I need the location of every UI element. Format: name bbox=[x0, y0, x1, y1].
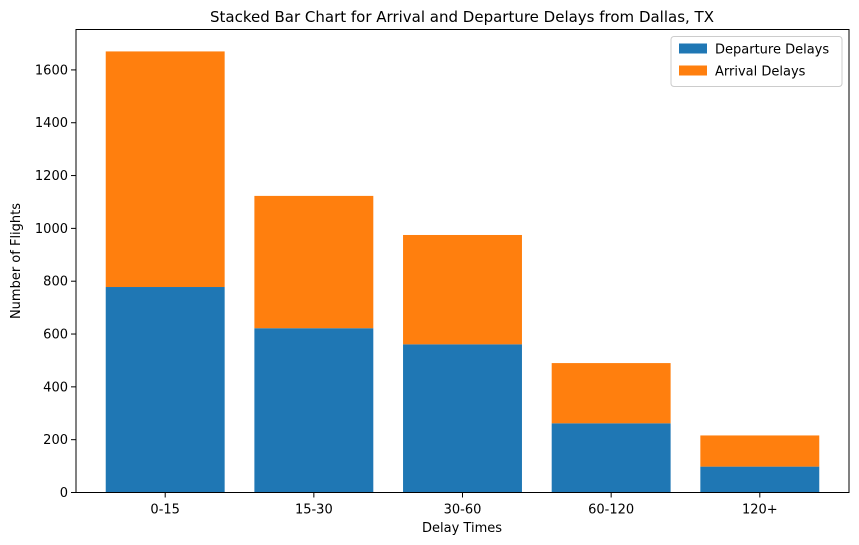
bar-arrival-30-60 bbox=[403, 234, 522, 345]
bar-arrival-60-120 bbox=[551, 363, 671, 424]
y-tick-label: 400 bbox=[43, 380, 68, 395]
y-tick-label: 1600 bbox=[35, 63, 68, 78]
chart-title: Stacked Bar Chart for Arrival and Depart… bbox=[210, 8, 714, 26]
bar-arrival-0-15 bbox=[105, 51, 225, 288]
y-tick-label: 1400 bbox=[35, 116, 68, 131]
bar-departure-15-30 bbox=[254, 328, 374, 493]
bar-departure-30-60 bbox=[403, 344, 522, 493]
y-tick-label: 1200 bbox=[35, 169, 68, 184]
legend-swatch-arrival bbox=[679, 65, 707, 76]
x-axis-label: Delay Times bbox=[422, 521, 502, 536]
y-tick-label: 1000 bbox=[35, 222, 68, 237]
bar-departure-120+ bbox=[700, 466, 820, 493]
legend: Departure Delays Arrival Delays bbox=[670, 36, 843, 87]
bar-departure-0-15 bbox=[105, 287, 225, 493]
legend-label-arrival: Arrival Delays bbox=[715, 65, 806, 80]
bar-arrival-15-30 bbox=[254, 195, 374, 329]
y-tick-label: 200 bbox=[43, 433, 68, 448]
legend-swatch-departure bbox=[679, 43, 707, 54]
y-tick-label: 0 bbox=[60, 486, 68, 501]
x-tick-label: 60-120 bbox=[588, 503, 634, 518]
bar-departure-60-120 bbox=[551, 423, 671, 493]
y-tick-label: 600 bbox=[43, 328, 68, 343]
bars-group bbox=[105, 51, 820, 493]
bar-arrival-120+ bbox=[700, 435, 820, 467]
x-tick-label: 15-30 bbox=[295, 503, 333, 518]
y-tick-label: 800 bbox=[43, 275, 68, 290]
x-axis: 0-15 15-30 30-60 60-120 120+ bbox=[150, 492, 778, 518]
y-axis: 0 200 400 600 800 1000 1200 1400 1600 bbox=[35, 63, 76, 501]
legend-label-departure: Departure Delays bbox=[715, 43, 829, 58]
x-tick-label: 120+ bbox=[742, 503, 778, 518]
y-axis-label: Number of Flights bbox=[9, 203, 24, 319]
plot-frame bbox=[75, 29, 850, 493]
x-tick-label: 0-15 bbox=[150, 503, 180, 518]
x-tick-label: 30-60 bbox=[444, 503, 482, 518]
legend-box bbox=[670, 36, 843, 87]
